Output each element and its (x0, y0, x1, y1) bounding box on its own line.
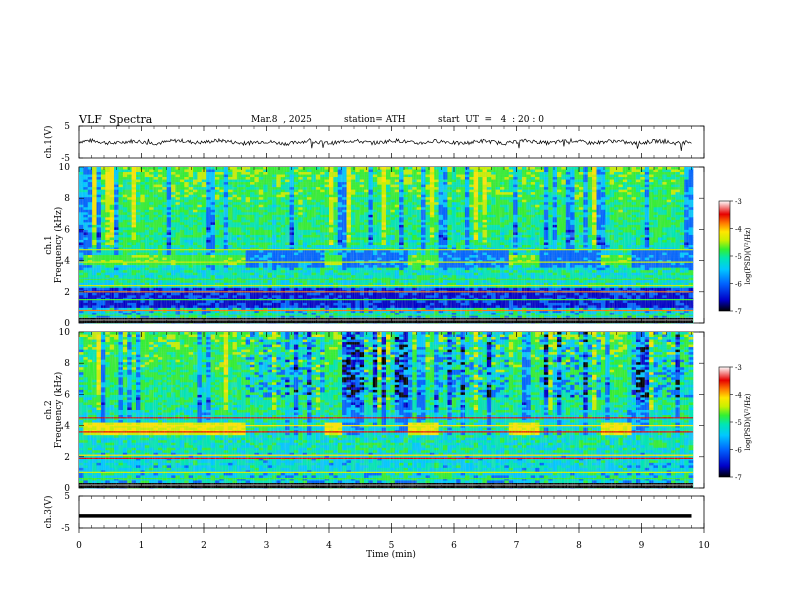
x-tick-label: 7 (514, 541, 520, 551)
y-tick-label: 6 (64, 225, 70, 235)
colorbar-tick-label: -7 (735, 474, 742, 482)
y-tick-label: 4 (64, 422, 70, 432)
station-label: station= ATH (344, 115, 406, 125)
x-tick-label: 1 (139, 541, 145, 551)
start-time-label: start UT = 4 : 20 : 0 (438, 115, 544, 125)
y-tick-label: -5 (61, 154, 70, 164)
ch1-waveform-ylabel: ch.1(V) (43, 126, 54, 159)
y-tick-label: -5 (61, 524, 70, 534)
ch3-waveform-panel: 5 -5 ch.3(V) (43, 492, 705, 534)
x-tick-label: 5 (389, 541, 395, 551)
ch1-waveform-line (78, 137, 692, 151)
x-tick-label: 4 (326, 541, 332, 551)
ch1-spectrogram-panel: 0 2 4 6 8 10 ch.1Frequency (kHz) (44, 163, 705, 329)
ch3-waveform-ylabel: ch.3(V) (43, 496, 54, 529)
ch2-spectrogram-panel: 0 2 4 6 8 10 ch.2Frequency (kHz) (44, 328, 705, 494)
colorbar-tick-label: -3 (735, 364, 742, 372)
ch2-colorbar-label: log(PSD)(V²/Hz) (744, 393, 752, 450)
y-tick-label: 2 (64, 453, 70, 463)
y-tick-label: 5 (64, 122, 70, 132)
colorbar-tick-label: -4 (735, 226, 742, 234)
date-label: Mar.8 , 2025 (251, 115, 312, 125)
ch1-waveform-panel: 5 -5 ch.1(V) (43, 122, 705, 164)
x-tick-label: 0 (76, 541, 82, 551)
y-tick-label: 6 (64, 390, 70, 400)
colorbar-tick-label: -6 (735, 281, 742, 289)
x-tick-label: 6 (451, 541, 457, 551)
y-tick-label: 8 (64, 359, 70, 369)
colorbar-tick-label: -4 (735, 392, 742, 400)
x-tick-label: 9 (639, 541, 645, 551)
ch1-colorbar-label: log(PSD)(V²/Hz) (744, 227, 752, 284)
x-tick-label: 3 (264, 541, 270, 551)
y-tick-label: 10 (59, 328, 71, 338)
y-tick-label: 2 (64, 288, 70, 298)
y-tick-label: 8 (64, 194, 70, 204)
time-axis-label: Time (min) (366, 549, 416, 560)
y-tick-label: 5 (64, 492, 70, 502)
y-tick-label: 4 (64, 257, 70, 267)
ch1-colorbar: -3 -4 -5 -6 -7 log(PSD)(V²/Hz) (718, 198, 752, 316)
ch2-spectrogram-ylabel: ch.2Frequency (kHz) (44, 372, 64, 449)
colorbar-tick-label: -7 (735, 308, 742, 316)
y-tick-label: 0 (64, 484, 70, 494)
colorbar-tick-label: -3 (735, 198, 742, 206)
y-tick-label: 10 (59, 163, 71, 173)
ch1-spectrogram-ylabel: ch.1Frequency (kHz) (44, 207, 64, 284)
ch2-colorbar: -3 -4 -5 -6 -7 log(PSD)(V²/Hz) (718, 364, 752, 482)
time-axis: 0 1 2 3 4 5 6 7 8 9 10 (76, 126, 710, 551)
chart-title: VLF Spectra (79, 113, 153, 126)
colorbar-tick-label: -6 (735, 447, 742, 455)
colorbar-tick-label: -5 (735, 419, 742, 427)
y-tick-label: 0 (64, 319, 70, 329)
x-tick-label: 10 (698, 541, 710, 551)
x-tick-label: 8 (576, 541, 582, 551)
x-tick-label: 2 (201, 541, 207, 551)
colorbar-tick-label: -5 (735, 253, 742, 261)
